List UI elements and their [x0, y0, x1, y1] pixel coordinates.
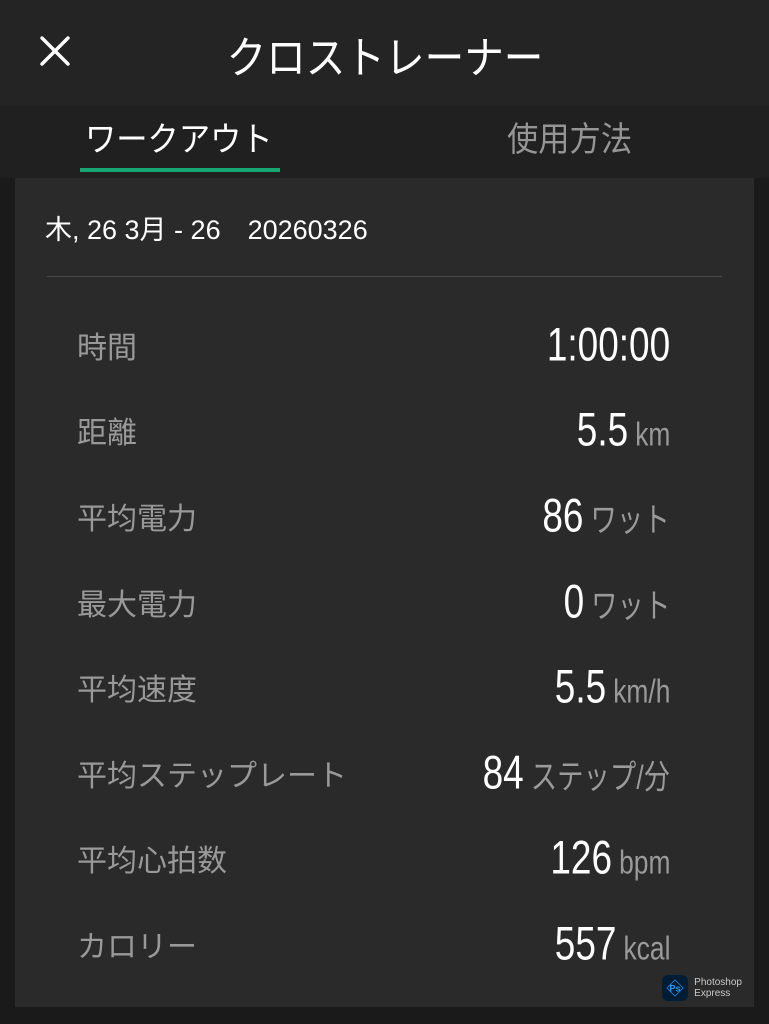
svg-text:Ps: Ps	[670, 983, 681, 993]
